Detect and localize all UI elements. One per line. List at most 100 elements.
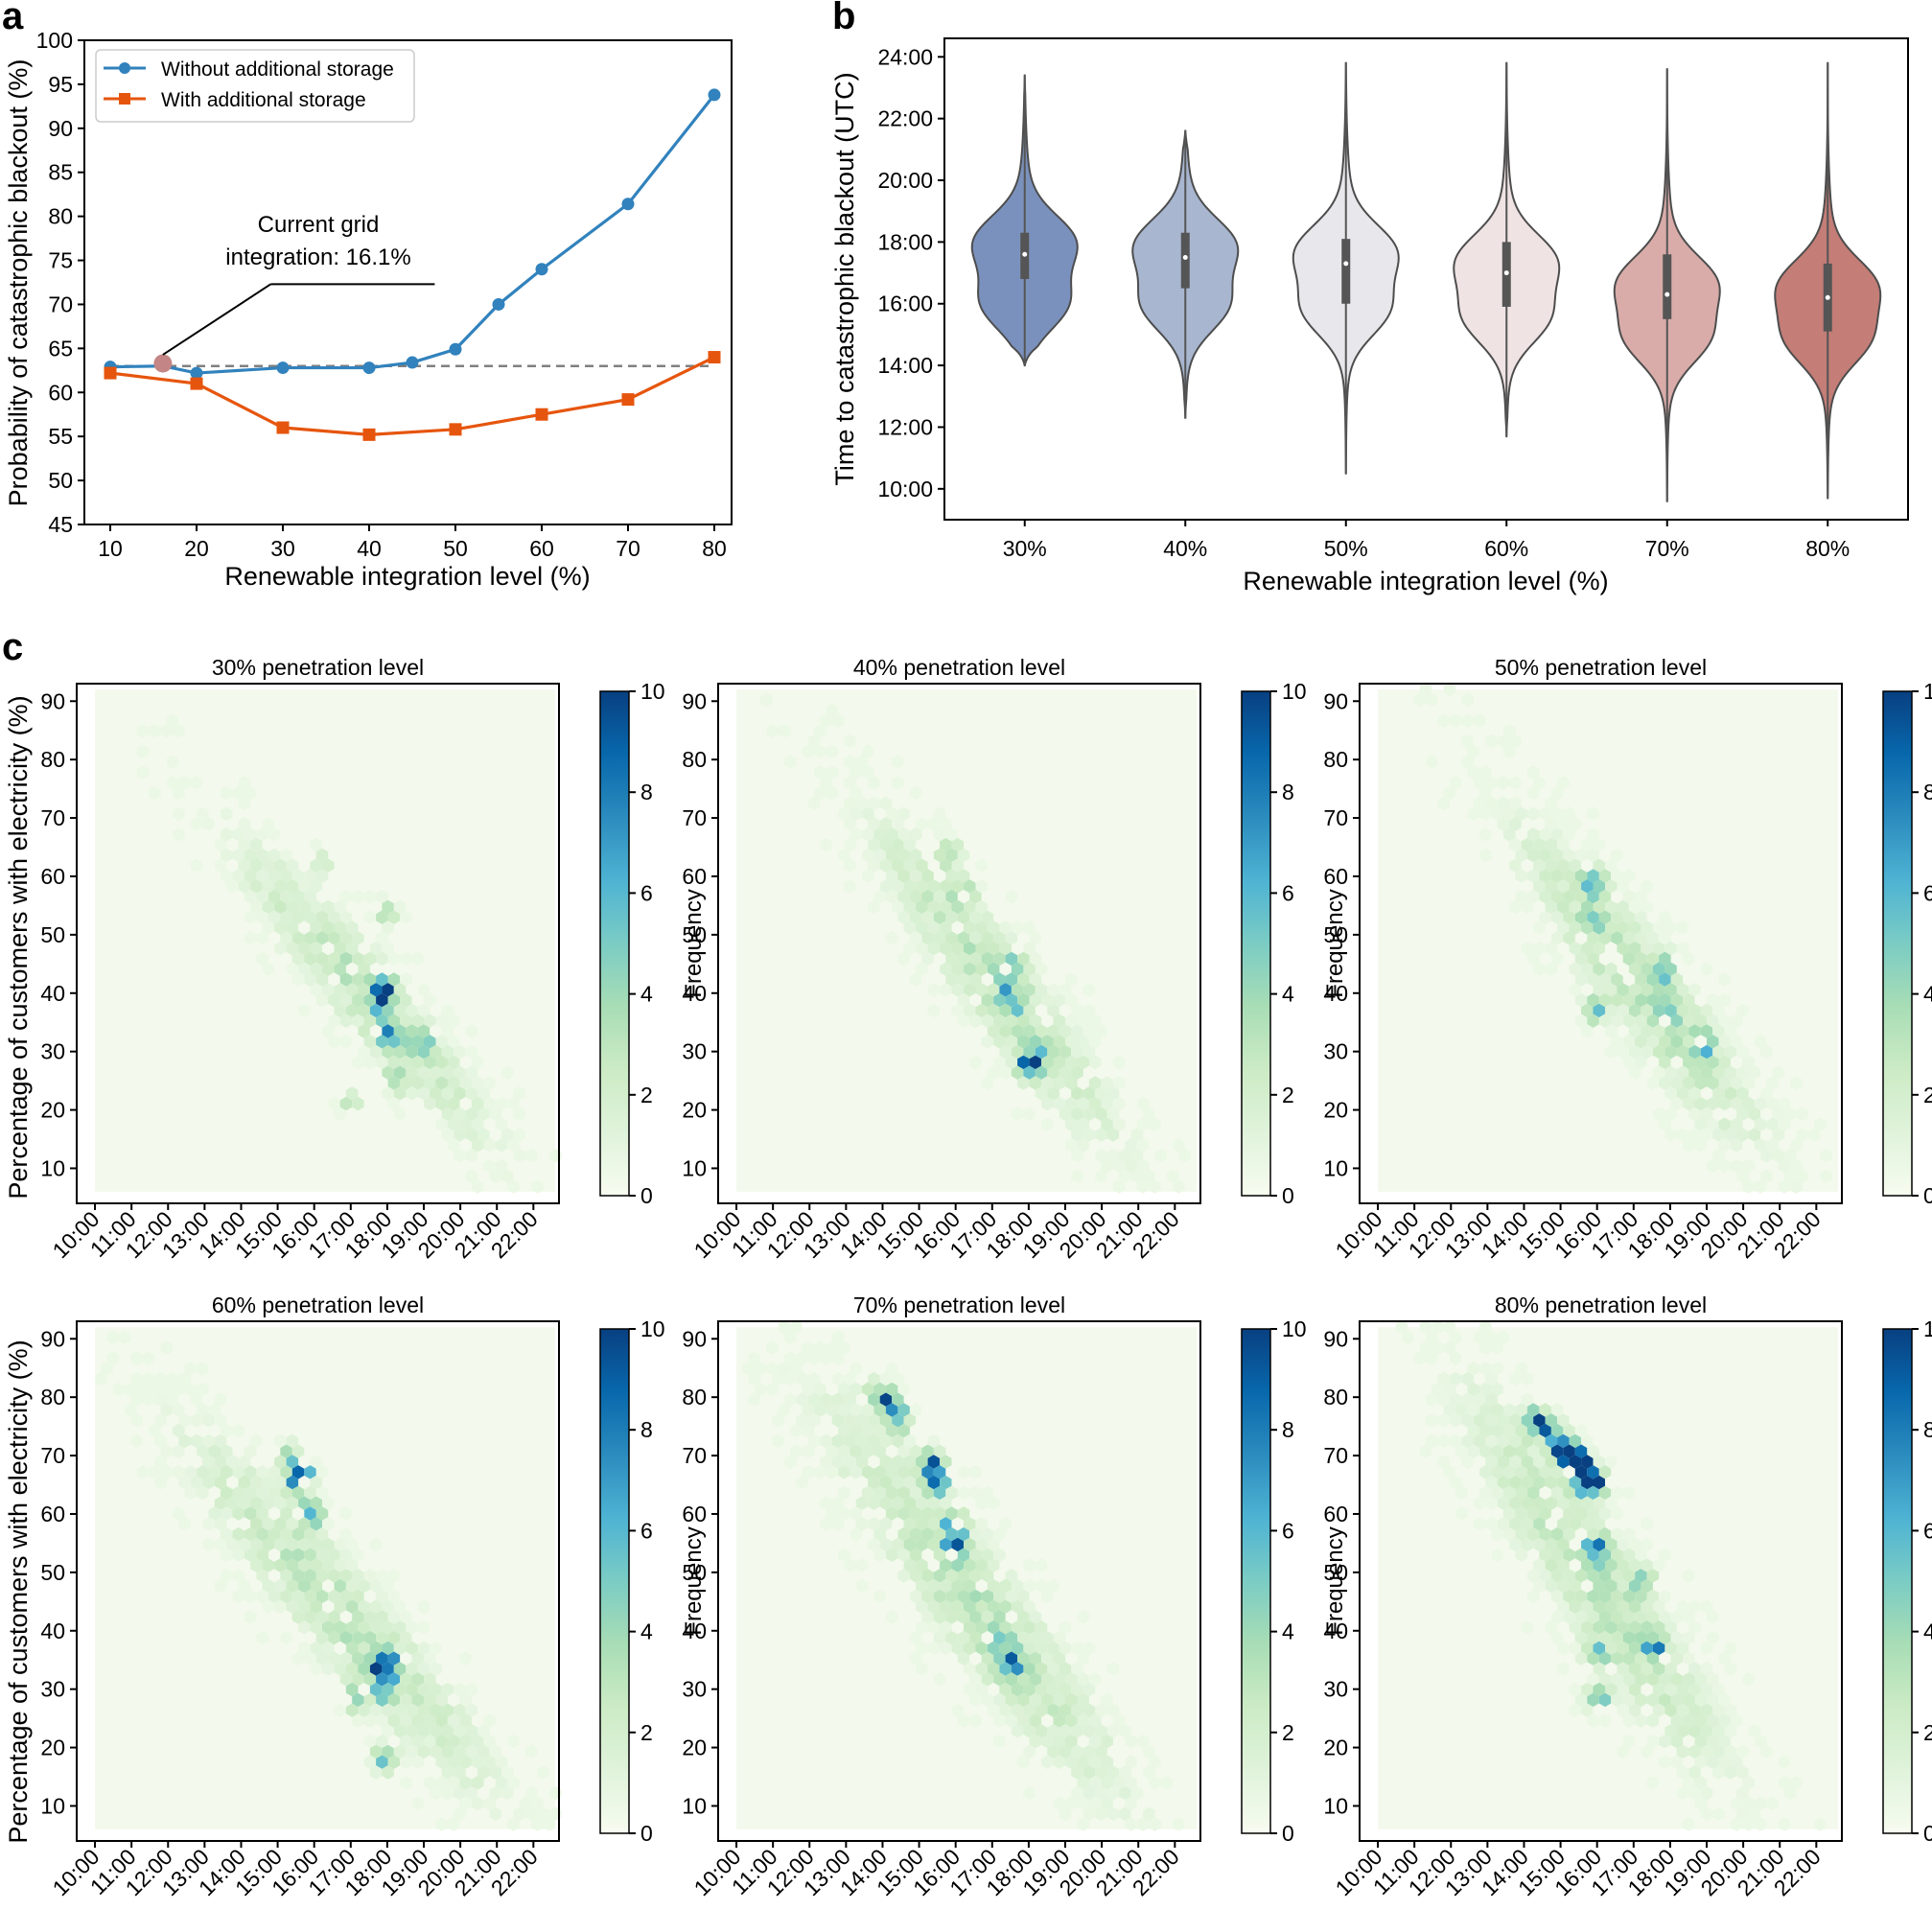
colorbar-tick-label: 2 <box>640 1720 653 1745</box>
hex-cell <box>274 1599 287 1614</box>
hex-cell <box>184 1485 198 1501</box>
hex-cell <box>1652 1620 1665 1635</box>
hex-cell <box>1053 1651 1065 1665</box>
hex-cell <box>1461 713 1474 728</box>
hex-cell <box>921 1444 934 1458</box>
hex-cell <box>1617 1558 1629 1572</box>
y-tick-label: 80 <box>40 1385 65 1409</box>
hex-cell <box>154 1413 167 1428</box>
y-tick-label: 12:00 <box>877 414 933 439</box>
y-tick-label: 50 <box>40 1560 65 1585</box>
hex-cell <box>981 1013 994 1028</box>
colorbar-tick-label: 6 <box>1282 880 1294 905</box>
panel-a-plot-frame <box>83 39 733 525</box>
hex-cell <box>1754 1734 1767 1749</box>
hex-cell <box>244 848 257 863</box>
hex-cell <box>1563 1569 1575 1583</box>
hex-cell <box>1598 1569 1612 1583</box>
hex-cell <box>1088 1035 1102 1049</box>
hex-cell <box>1071 1641 1083 1656</box>
hex-cell <box>214 1537 227 1552</box>
hex-cell <box>400 1035 412 1049</box>
hex-cell <box>1605 1599 1618 1614</box>
hex-cell <box>1598 1672 1612 1687</box>
hex-cell <box>1017 951 1030 967</box>
hex-cell <box>1065 1713 1078 1728</box>
hex-cell <box>1005 931 1018 945</box>
hex-cell <box>933 1672 946 1687</box>
hex-cell <box>1574 1548 1588 1562</box>
hex-cell <box>748 1351 760 1365</box>
hex-cell <box>363 972 377 987</box>
hex-cell <box>149 1465 161 1479</box>
violin-iqr-box <box>1341 239 1351 304</box>
hex-cell <box>1550 806 1564 821</box>
legend-box <box>95 49 415 123</box>
hex-cell <box>850 1403 862 1417</box>
hex-cell <box>999 920 1012 935</box>
hex-cell <box>903 1537 917 1552</box>
hex-cell <box>940 1620 952 1635</box>
hex-cell <box>1784 1148 1797 1163</box>
hex-cell <box>1563 910 1575 924</box>
hex-cell <box>873 1548 886 1562</box>
hex-cell <box>1178 1148 1191 1163</box>
hex-cell <box>1622 1651 1636 1665</box>
hex-cell <box>1748 1724 1761 1738</box>
hex-cell <box>1082 1806 1096 1821</box>
hex-cell <box>892 1537 904 1552</box>
hex-cell <box>1569 1703 1582 1717</box>
hex-cell <box>1023 1744 1036 1759</box>
y-tick-label: 80 <box>40 747 65 772</box>
hex-cell <box>274 1433 287 1449</box>
hex-cell <box>1005 1055 1018 1070</box>
hex-cell <box>1712 1128 1725 1142</box>
hex-cell <box>190 1413 203 1428</box>
hex-cell <box>1622 992 1636 1008</box>
hex-cell <box>1652 1703 1665 1717</box>
hex-cell <box>369 1744 383 1759</box>
hex-cell <box>862 765 874 780</box>
colorbar-label: Frequency <box>681 889 707 997</box>
hex-cell <box>1688 1744 1701 1759</box>
hex-cell <box>382 1065 394 1080</box>
hex-cell <box>310 879 322 894</box>
hex-cell <box>1593 1662 1605 1676</box>
hex-cell <box>310 1496 322 1510</box>
hex-cell <box>1545 817 1558 831</box>
hex-cell <box>525 1785 538 1801</box>
hex-cell <box>987 962 1000 976</box>
hex-cell <box>256 951 268 967</box>
hex-cell <box>1550 1548 1564 1562</box>
hex-cell <box>1077 1713 1089 1728</box>
hex-cell <box>1005 889 1018 904</box>
hex-cell <box>1730 1013 1743 1028</box>
hex-cell <box>1515 869 1527 883</box>
hex-cell <box>1646 1734 1660 1749</box>
hex-cell <box>892 858 904 873</box>
hex-cell <box>969 1713 982 1728</box>
hex-cell <box>1694 1138 1707 1153</box>
hex-cell <box>315 1506 329 1521</box>
hex-cell <box>1760 1044 1773 1060</box>
hex-cell <box>897 1382 910 1397</box>
hex-cell <box>1611 1672 1623 1687</box>
hex-cell <box>909 1485 922 1501</box>
hex-cell <box>1509 1496 1522 1510</box>
hex-cell <box>999 1682 1012 1697</box>
hex-cell <box>1569 899 1582 915</box>
hex-cell <box>909 1465 922 1479</box>
hex-cell <box>400 1055 412 1070</box>
hex-cell <box>1718 1692 1731 1708</box>
hex-cell <box>1082 1003 1096 1018</box>
hex-cell <box>1563 827 1575 842</box>
hex-cell <box>495 1138 508 1153</box>
hex-cell <box>1071 1682 1083 1697</box>
hex-cell <box>1707 1755 1719 1769</box>
hex-cell <box>885 931 898 945</box>
hex-cell <box>1628 941 1641 956</box>
hex-cell <box>1160 1776 1174 1790</box>
hex-cell <box>1778 1117 1791 1131</box>
hex-cell <box>382 1724 394 1738</box>
hex-cell <box>1557 1433 1570 1449</box>
